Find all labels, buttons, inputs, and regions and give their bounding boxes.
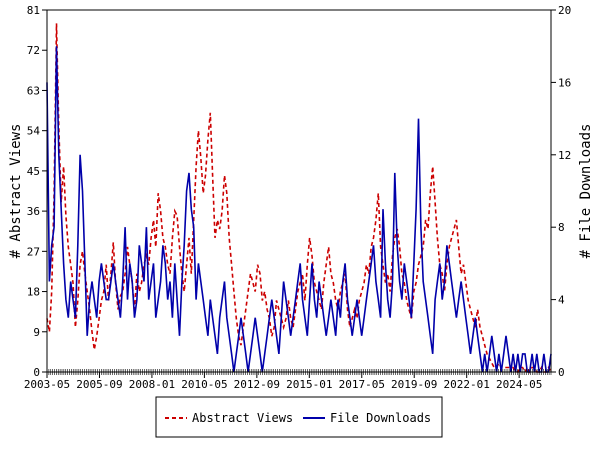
plot-area: [46, 23, 552, 374]
y-tick-label-right: 4: [558, 294, 565, 307]
y-tick-label-right: 8: [558, 221, 565, 234]
series-line-file-downloads: [46, 46, 552, 373]
legend-box: [155, 396, 443, 438]
y-tick-label-left: 63: [27, 84, 40, 97]
y-tick-label-right: 16: [558, 76, 571, 89]
x-tick-label: 2019-09: [391, 378, 437, 391]
x-tick-label: 2008-01: [129, 378, 175, 391]
y-tick-label-left: 54: [27, 125, 41, 138]
legend: Abstract Views File Downloads: [155, 396, 443, 438]
y-tick-label-left: 81: [27, 4, 40, 17]
y-tick-label-left: 45: [27, 165, 40, 178]
x-tick-label: 2005-09: [76, 378, 122, 391]
y-tick-label-left: 0: [33, 366, 40, 379]
y-tick-label-left: 27: [27, 245, 40, 258]
x-tick-label: 2012-09: [234, 378, 280, 391]
y-tick-label-right: 20: [558, 4, 571, 17]
x-tick-label: 2017-05: [339, 378, 385, 391]
legend-label-abstract-views: Abstract Views: [192, 411, 293, 425]
y-tick-label-left: 9: [33, 326, 40, 339]
x-tick-label: 2022-01: [444, 378, 490, 391]
y-tick-label-left: 36: [27, 205, 40, 218]
y-tick-label-left: 72: [27, 44, 40, 57]
x-tick-label: 2003-05: [24, 378, 70, 391]
x-tick-label: 2015-01: [286, 378, 332, 391]
axes: 0 9 18 27 36 45 54 63 72 81 0 4 8 12 16 20 2003-05 2005-0…: [24, 4, 571, 391]
x-tick-label: 2010-05: [181, 378, 227, 391]
y-tick-label-right: 0: [558, 366, 565, 379]
y-tick-label-left: 18: [27, 286, 40, 299]
y-axis-title-right: # File Downloads: [578, 124, 594, 259]
legend-label-file-downloads: File Downloads: [330, 411, 431, 425]
plot-frame: [46, 9, 552, 373]
x-tick-label: 2024-05: [496, 378, 542, 391]
y-tick-label-right: 12: [558, 149, 571, 162]
y-axis-title-left: # Abstract Views: [8, 124, 24, 259]
